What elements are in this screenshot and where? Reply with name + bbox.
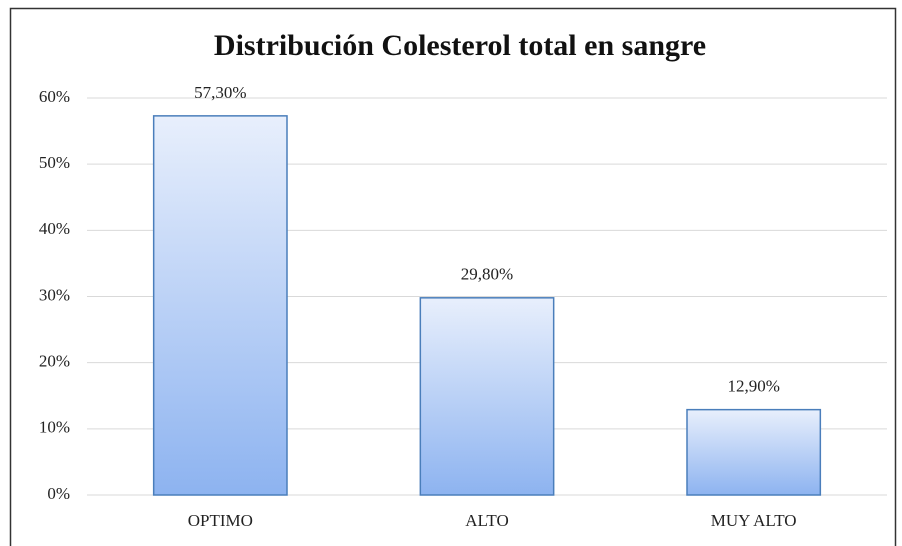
y-tick-label: 40% [39, 219, 70, 238]
data-label: 29,80% [461, 265, 513, 284]
y-tick-label: 30% [39, 285, 70, 304]
y-tick-label: 60% [39, 87, 70, 106]
data-label: 57,30% [194, 83, 246, 102]
y-tick-label: 10% [39, 418, 70, 437]
y-tick-label: 20% [39, 352, 70, 371]
y-tick-label: 50% [39, 153, 70, 172]
chart-title: Distribución Colesterol total en sangre [214, 29, 706, 62]
data-label: 12,90% [727, 377, 779, 396]
x-tick-label: ALTO [465, 511, 508, 530]
bar [686, 408, 822, 496]
y-tick-label: 0% [47, 484, 70, 503]
x-tick-label: MUY ALTO [711, 511, 797, 530]
x-tick-label: OPTIMO [188, 511, 253, 530]
bar [419, 297, 555, 496]
bar [152, 115, 288, 496]
